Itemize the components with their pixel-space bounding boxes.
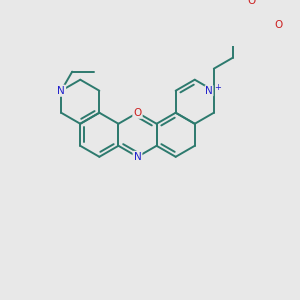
Text: N: N [134,152,141,162]
Text: O: O [134,108,142,118]
Text: +: + [214,83,220,92]
Text: N: N [205,86,213,96]
Text: N: N [57,86,65,96]
Text: O: O [274,20,282,30]
Text: O: O [248,0,256,6]
